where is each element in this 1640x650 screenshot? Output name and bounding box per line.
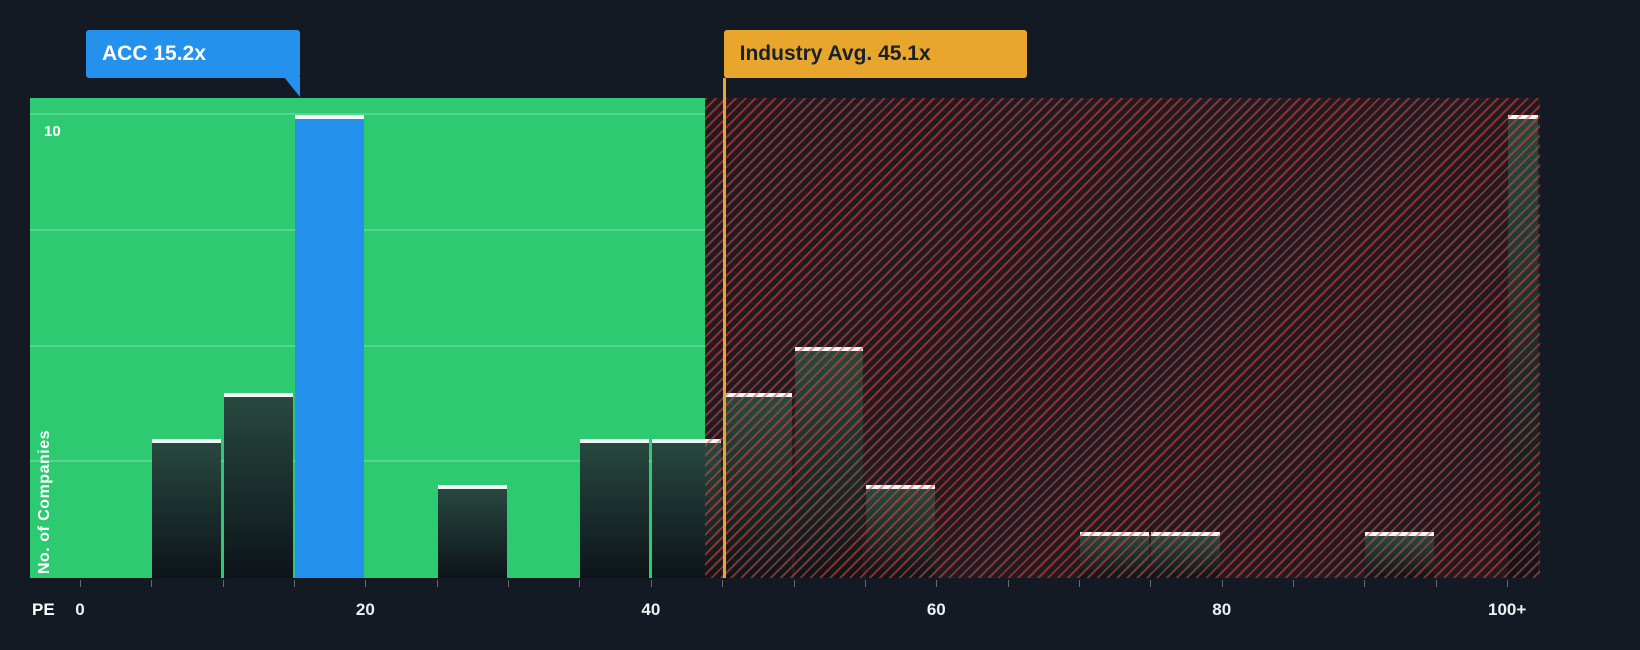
histogram-bar[interactable] (723, 392, 793, 578)
axis-tick (1293, 580, 1295, 587)
axis-tick (936, 580, 938, 587)
y-tick-label: 10 (44, 123, 61, 141)
x-tick-label: 80 (1212, 600, 1232, 619)
industry-avg-line (722, 78, 726, 578)
histogram-bar[interactable] (1365, 531, 1435, 578)
histogram-bar[interactable] (152, 439, 222, 578)
axis-tick (508, 580, 510, 587)
axis-tick (579, 580, 581, 587)
x-tick-label: 40 (641, 600, 661, 619)
y-axis-title: No. of Companies (36, 429, 53, 574)
gridline (30, 113, 706, 116)
histogram-bar[interactable] (1508, 115, 1539, 578)
axis-tick (436, 580, 438, 587)
x-axis: PE 0 20 40 60 80 100+ (30, 578, 1540, 628)
axis-tick (1150, 580, 1152, 587)
histogram-bar[interactable] (865, 485, 935, 578)
histogram-bar[interactable] (437, 485, 507, 578)
histogram-bar[interactable] (580, 439, 650, 578)
axis-tick (1007, 580, 1009, 587)
histogram-bar[interactable] (223, 392, 293, 578)
company-bar[interactable] (295, 115, 364, 578)
x-tick-label: 100+ (1488, 600, 1527, 619)
axis-tick (722, 580, 724, 587)
axis-tick (294, 580, 296, 587)
axis-tick (793, 580, 795, 587)
axis-tick (650, 580, 652, 587)
gridline (30, 344, 706, 347)
axis-tick (1079, 580, 1080, 587)
gridline (30, 460, 706, 463)
histogram-bar[interactable] (1151, 531, 1221, 578)
x-tick-label: 0 (75, 600, 85, 619)
gridline (30, 228, 706, 231)
company-callout: ACC 15.2x (86, 30, 300, 97)
histogram-bar[interactable] (651, 439, 721, 578)
axis-tick (222, 580, 224, 587)
industry-callout: Industry Avg. 45.1x (723, 30, 1027, 78)
callout-pointer-icon (284, 77, 300, 97)
histogram-bar[interactable] (1080, 531, 1149, 578)
company-callout-label: ACC 15.2x (102, 42, 206, 65)
axis-tick (365, 580, 367, 587)
axis-tick (1435, 580, 1437, 587)
x-tick-label: 20 (355, 600, 375, 619)
axis-tick (1364, 580, 1366, 587)
axis-tick (1221, 580, 1223, 587)
x-tick-label: 60 (926, 600, 946, 619)
plot-area: 10 No. of Companies ACC 15.2x Industry A… (30, 30, 1540, 578)
axis-tick (79, 580, 81, 587)
x-axis-title: PE (32, 600, 55, 619)
industry-callout-label: Industry Avg. 45.1x (739, 42, 931, 65)
histogram-bar[interactable] (794, 346, 864, 578)
axis-tick (151, 580, 153, 587)
axis-tick (1507, 580, 1509, 587)
axis-tick (864, 580, 866, 587)
